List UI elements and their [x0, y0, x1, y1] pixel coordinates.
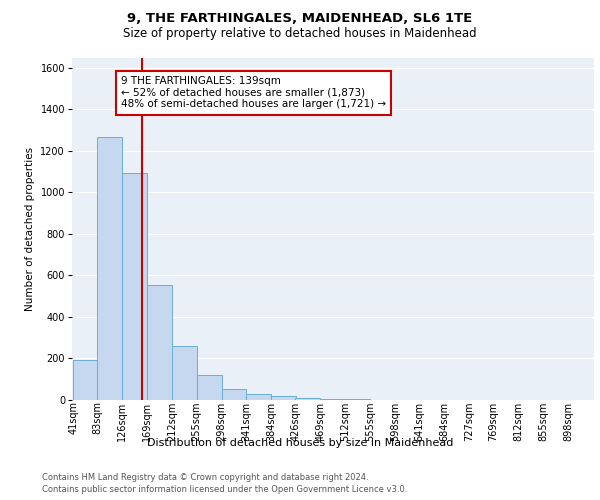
- Bar: [320, 399, 345, 400]
- Text: Size of property relative to detached houses in Maidenhead: Size of property relative to detached ho…: [123, 28, 477, 40]
- Bar: [172, 346, 197, 400]
- Bar: [122, 172, 147, 400]
- Text: 9 THE FARTHINGALES: 139sqm
← 52% of detached houses are smaller (1,873)
48% of s: 9 THE FARTHINGALES: 139sqm ← 52% of deta…: [121, 76, 386, 110]
- Text: 9, THE FARTHINGALES, MAIDENHEAD, SL6 1TE: 9, THE FARTHINGALES, MAIDENHEAD, SL6 1TE: [127, 12, 473, 26]
- Bar: [147, 285, 172, 400]
- Text: Contains public sector information licensed under the Open Government Licence v3: Contains public sector information licen…: [42, 485, 407, 494]
- Bar: [73, 360, 98, 400]
- Text: Distribution of detached houses by size in Maidenhead: Distribution of detached houses by size …: [147, 438, 453, 448]
- Text: Contains HM Land Registry data © Crown copyright and database right 2024.: Contains HM Land Registry data © Crown c…: [42, 472, 368, 482]
- Bar: [247, 394, 271, 400]
- Bar: [197, 375, 221, 400]
- Bar: [295, 398, 320, 400]
- Bar: [221, 388, 247, 400]
- Bar: [97, 138, 122, 400]
- Y-axis label: Number of detached properties: Number of detached properties: [25, 146, 35, 311]
- Bar: [271, 396, 296, 400]
